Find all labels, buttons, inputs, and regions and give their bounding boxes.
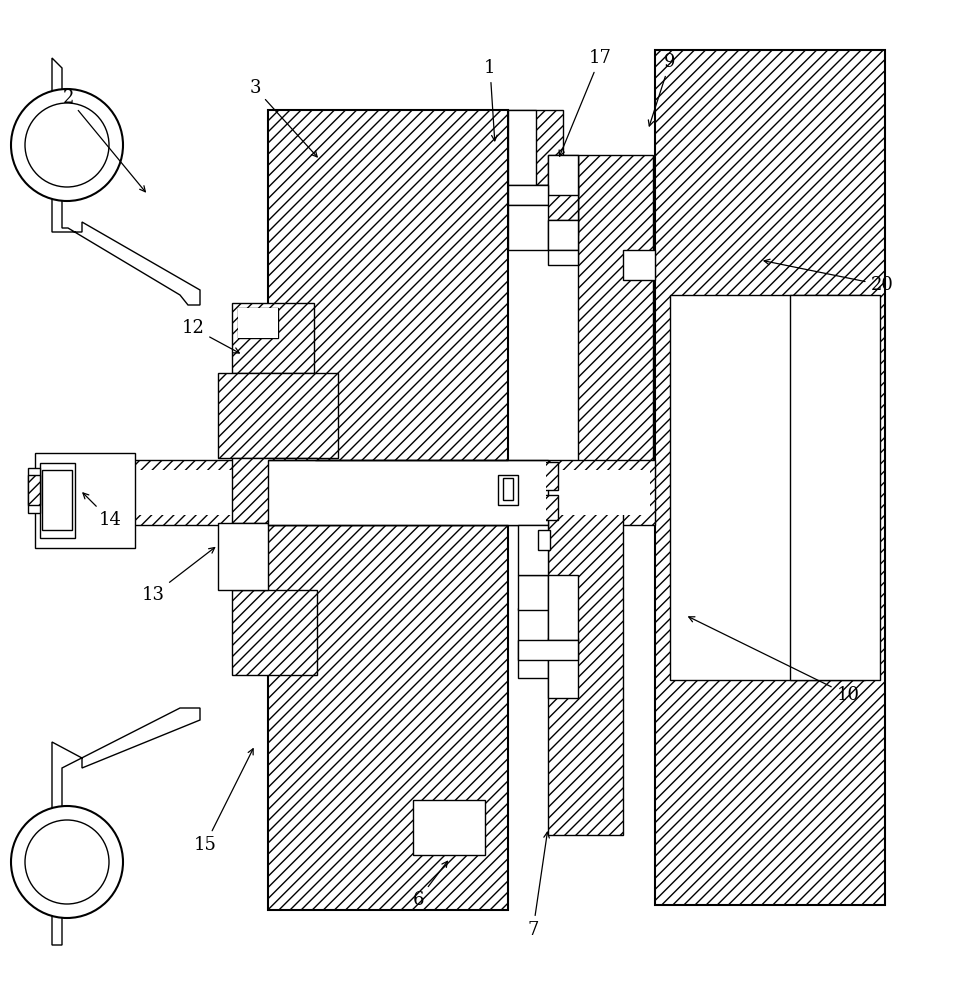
Bar xyxy=(508,110,536,190)
Bar xyxy=(315,495,558,520)
Bar xyxy=(518,658,548,678)
Bar xyxy=(498,475,518,505)
Bar xyxy=(670,295,865,680)
Bar xyxy=(623,250,655,280)
Text: 9: 9 xyxy=(648,53,676,126)
Bar xyxy=(508,185,578,220)
Bar xyxy=(232,303,314,373)
Bar xyxy=(232,458,317,523)
Text: 6: 6 xyxy=(412,861,448,909)
Bar xyxy=(35,453,135,548)
Bar xyxy=(218,523,268,590)
Bar xyxy=(548,638,578,698)
Bar xyxy=(518,575,548,610)
Bar xyxy=(548,155,578,235)
Text: 12: 12 xyxy=(182,319,239,353)
Bar xyxy=(578,155,653,495)
Bar xyxy=(508,205,548,250)
Bar xyxy=(238,308,278,338)
Bar xyxy=(88,470,650,515)
Circle shape xyxy=(25,820,109,904)
Bar xyxy=(268,110,508,490)
Bar xyxy=(518,640,578,660)
Bar xyxy=(238,308,278,338)
Bar xyxy=(508,185,548,205)
Bar xyxy=(218,373,338,458)
Bar xyxy=(675,300,860,675)
Bar xyxy=(518,525,548,575)
Bar xyxy=(268,490,508,910)
Polygon shape xyxy=(52,708,200,945)
Bar xyxy=(28,468,40,513)
Bar xyxy=(548,220,578,250)
Bar xyxy=(413,800,485,855)
Bar xyxy=(548,575,578,640)
Bar xyxy=(508,185,538,225)
Bar xyxy=(548,155,578,195)
Text: 20: 20 xyxy=(764,259,894,294)
Bar xyxy=(315,462,558,490)
Circle shape xyxy=(11,806,123,918)
Bar xyxy=(270,462,546,523)
Text: 2: 2 xyxy=(62,89,145,192)
Bar xyxy=(508,110,563,185)
Text: 10: 10 xyxy=(689,617,859,704)
Bar xyxy=(790,295,880,680)
Bar xyxy=(28,475,40,505)
Text: 15: 15 xyxy=(193,749,254,854)
Bar xyxy=(548,495,623,835)
Bar xyxy=(420,810,478,845)
Bar xyxy=(88,470,650,515)
Bar xyxy=(548,250,578,265)
Bar xyxy=(503,478,513,500)
Bar xyxy=(268,460,548,525)
Text: 3: 3 xyxy=(249,79,317,157)
Bar xyxy=(40,463,75,538)
Bar xyxy=(232,590,317,675)
Text: 1: 1 xyxy=(484,59,497,141)
Bar xyxy=(42,470,72,530)
Polygon shape xyxy=(52,58,200,305)
Bar xyxy=(518,608,548,658)
Circle shape xyxy=(25,103,109,187)
Text: 14: 14 xyxy=(83,493,122,529)
Bar xyxy=(83,460,655,525)
Circle shape xyxy=(11,89,123,201)
Bar xyxy=(538,530,550,550)
Bar xyxy=(655,50,885,905)
Text: 13: 13 xyxy=(142,548,214,604)
Text: 17: 17 xyxy=(559,49,612,156)
Text: 7: 7 xyxy=(527,832,549,939)
